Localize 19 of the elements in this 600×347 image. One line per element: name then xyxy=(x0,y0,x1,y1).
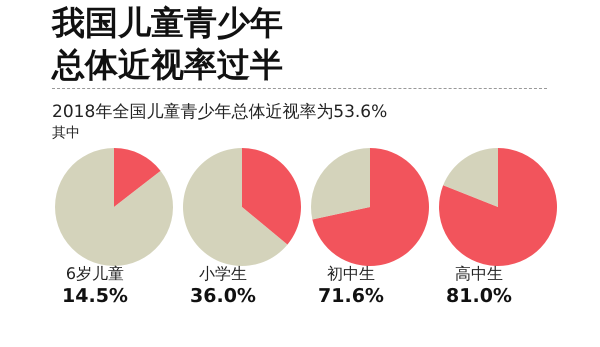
text: 81.0% xyxy=(445,285,513,307)
text: 小学生 xyxy=(198,264,248,285)
text: 2018年全国儿童青少年总体近视率为53.6% xyxy=(52,101,388,123)
pie-slice xyxy=(55,148,173,266)
pie-slice xyxy=(443,148,498,207)
pie-slice xyxy=(311,148,370,220)
text: 初中生 xyxy=(326,264,376,285)
text: 其中 xyxy=(52,124,80,142)
pie-slice xyxy=(312,148,429,266)
pie-slice xyxy=(439,148,557,266)
pie-slice xyxy=(183,148,288,266)
text: 14.5% xyxy=(61,285,129,307)
text: 36.0% xyxy=(189,285,257,307)
text: 我国儿童青少年总体近视率过半 xyxy=(52,2,284,86)
pie-slice xyxy=(114,148,161,207)
pie-slice xyxy=(242,148,301,245)
text: 6岁儿童 xyxy=(64,264,126,285)
text: 高中生 xyxy=(454,264,504,285)
text: 71.6% xyxy=(317,285,385,307)
